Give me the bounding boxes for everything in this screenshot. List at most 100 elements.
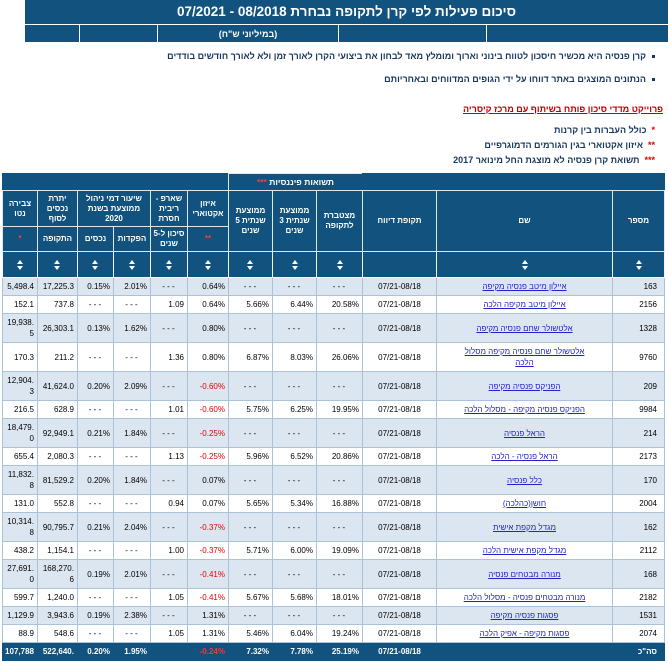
value-cell: - - - [76, 588, 114, 607]
value-cell: 0.15% [76, 277, 114, 296]
value-cell: 6.04% [272, 624, 317, 643]
subtitle-cell [79, 25, 157, 42]
table-row: 2074 פסגות מקיפה - אפיק הלכה 07/21-08/18 19… [1, 624, 665, 643]
fund-link[interactable]: אלטשולר שחם פנסיה מקיפה מסלול הלכה [464, 347, 585, 367]
fund-number: 2004 [612, 494, 665, 513]
fund-link[interactable]: הראל פנסיה [504, 428, 545, 438]
col-header-actuarial: איזון אקטוארי [186, 190, 229, 227]
value-cell: 11,832.8 [1, 465, 38, 495]
sort-button-name[interactable] [518, 258, 532, 272]
sort-button-3y[interactable] [288, 258, 302, 272]
value-cell: -0.60% [186, 400, 229, 419]
sort-button-actuarial[interactable] [201, 258, 215, 272]
sort-down-icon [204, 266, 211, 270]
value-cell: 1.05 [149, 624, 188, 643]
value-cell: - - - [227, 277, 274, 296]
sort-down-icon [54, 266, 61, 270]
value-cell: 548.6 [36, 624, 78, 643]
sort-down-icon [165, 266, 172, 270]
fund-link[interactable]: מגדל מקפת אישית [493, 522, 556, 532]
sort-down-icon [247, 266, 254, 270]
sort-cell-number [612, 251, 665, 278]
sort-up-icon [635, 260, 642, 264]
value-cell: - - - [112, 342, 151, 372]
fund-number: 9760 [612, 342, 665, 372]
report-period: 07/21-08/18 [362, 559, 437, 589]
value-cell: -0.25% [186, 418, 229, 448]
fund-name-cell: מגדל מקפת אישית [436, 512, 613, 542]
fund-number: 209 [612, 371, 665, 401]
value-cell: - - - [227, 512, 274, 542]
sort-down-icon [635, 266, 642, 270]
value-cell: - - - [316, 559, 363, 589]
value-cell: 1.31% [186, 606, 229, 625]
value-cell: 20.58% [316, 295, 363, 314]
risk-project-link[interactable]: פרוייקט מדדי סיכון פותח בשיתוף עם מרכז ק… [463, 104, 663, 114]
fund-link[interactable]: פסגות פנסיה מקיפה [490, 611, 559, 620]
sort-up-icon [204, 260, 211, 264]
table-row: 1328 אלטשולר שחם פנסיה מקיפה 07/21-08/18- … [1, 313, 665, 343]
fund-name-cell: הפניקס פנסיה מקיפה [436, 371, 613, 401]
value-cell: - - - [316, 313, 363, 343]
fund-link[interactable]: הפניקס פנסיה מקיפה - מסלול הלכה [464, 405, 585, 414]
value-cell: 18.01% [316, 588, 363, 607]
value-cell: 0.20% [76, 465, 114, 495]
subtitle-cell [338, 25, 486, 42]
fund-link[interactable]: מנורה מבטחים פנסיה [488, 569, 561, 579]
sort-button-sharpe[interactable] [162, 258, 176, 272]
value-cell: 25.19% [316, 642, 363, 661]
col-header-5y: ממוצעת שנתית 5 שנים [227, 190, 274, 252]
report-period: 07/21-08/18 [362, 371, 437, 401]
sort-button-net[interactable] [13, 258, 27, 272]
value-cell: - - - [76, 541, 114, 560]
value-cell: - - - [316, 418, 363, 448]
fund-number: 1328 [612, 313, 665, 343]
sort-button-assets-fee[interactable] [88, 258, 102, 272]
bullet-icon [652, 77, 655, 81]
sort-button-assets[interactable] [50, 258, 64, 272]
value-cell: - - - [149, 277, 188, 296]
value-cell: - - - [112, 447, 151, 466]
sort-cell-3y [272, 251, 317, 278]
fund-link[interactable]: איילון מיטב מקיפה הלכה [483, 300, 566, 309]
value-cell: 5,498.4 [1, 277, 38, 296]
value-cell: - - - [316, 465, 363, 495]
fund-link[interactable]: אלטשולר שחם פנסיה מקיפה [476, 323, 573, 333]
total-row: סה"כ 07/21-08/18 25.19% 7.78% 7.32% -0.24% 1.9… [1, 642, 665, 661]
fund-link[interactable]: מגדל מקפת אישית הלכה [482, 546, 567, 555]
value-cell: - - - [272, 277, 317, 296]
value-cell: 20.86% [316, 447, 363, 466]
fund-link[interactable]: פסגות מקיפה - אפיק הלכה [479, 629, 570, 638]
sort-up-icon [128, 260, 135, 264]
fund-number: 168 [612, 559, 665, 589]
table-row: 2112 מגדל מקפת אישית הלכה 07/21-08/18 19.09… [1, 541, 665, 560]
bullet-icon [652, 54, 655, 58]
sort-button-5y[interactable] [243, 258, 257, 272]
sort-button-number[interactable] [632, 258, 646, 272]
fund-link[interactable]: איילון מיטב פנסיה מקיפה [482, 282, 567, 291]
value-cell: - - - [272, 559, 317, 589]
sort-button-cumulative[interactable] [333, 258, 347, 272]
fund-name-cell: איילון מיטב פנסיה מקיפה [436, 277, 613, 296]
fund-name-cell: אלטשולר שחם פנסיה מקיפה [436, 313, 613, 343]
fund-link[interactable]: הפניקס פנסיה מקיפה [488, 381, 561, 391]
sort-button-deposits[interactable] [125, 258, 139, 272]
value-cell: 5.75% [227, 400, 274, 419]
value-cell: 2.38% [112, 606, 151, 625]
value-cell: 2.04% [112, 512, 151, 542]
report-period: 07/21-08/18 [362, 512, 437, 542]
note-item: קרן פנסיה היא מכשיר חיסכון לטווח בינוני … [0, 49, 655, 63]
asterisk-marker: ** [647, 140, 655, 150]
fund-link[interactable]: חושן(כהלכה) [502, 499, 547, 508]
project-link-row: פרוייקט מדדי סיכון פותח בשיתוף עם מרכז ק… [0, 99, 663, 117]
fund-link[interactable]: כלל פנסיה [507, 475, 542, 485]
value-cell: 152.1 [1, 295, 38, 314]
fund-link[interactable]: הראל פנסיה - הלכה [491, 452, 558, 461]
fund-link[interactable]: מנורה מבטחים פנסיה - מסלול הלכה [463, 593, 586, 602]
value-cell: 2.09% [112, 371, 151, 401]
col-header-sharpe: שארפ - ריבית חסרת [149, 190, 188, 227]
value-cell: -0.41% [186, 559, 229, 589]
value-cell: 599.7 [1, 588, 38, 607]
table-row: 1531 פסגות פנסיה מקיפה 07/21-08/18- - -- -… [1, 606, 665, 625]
sort-down-icon [336, 266, 343, 270]
